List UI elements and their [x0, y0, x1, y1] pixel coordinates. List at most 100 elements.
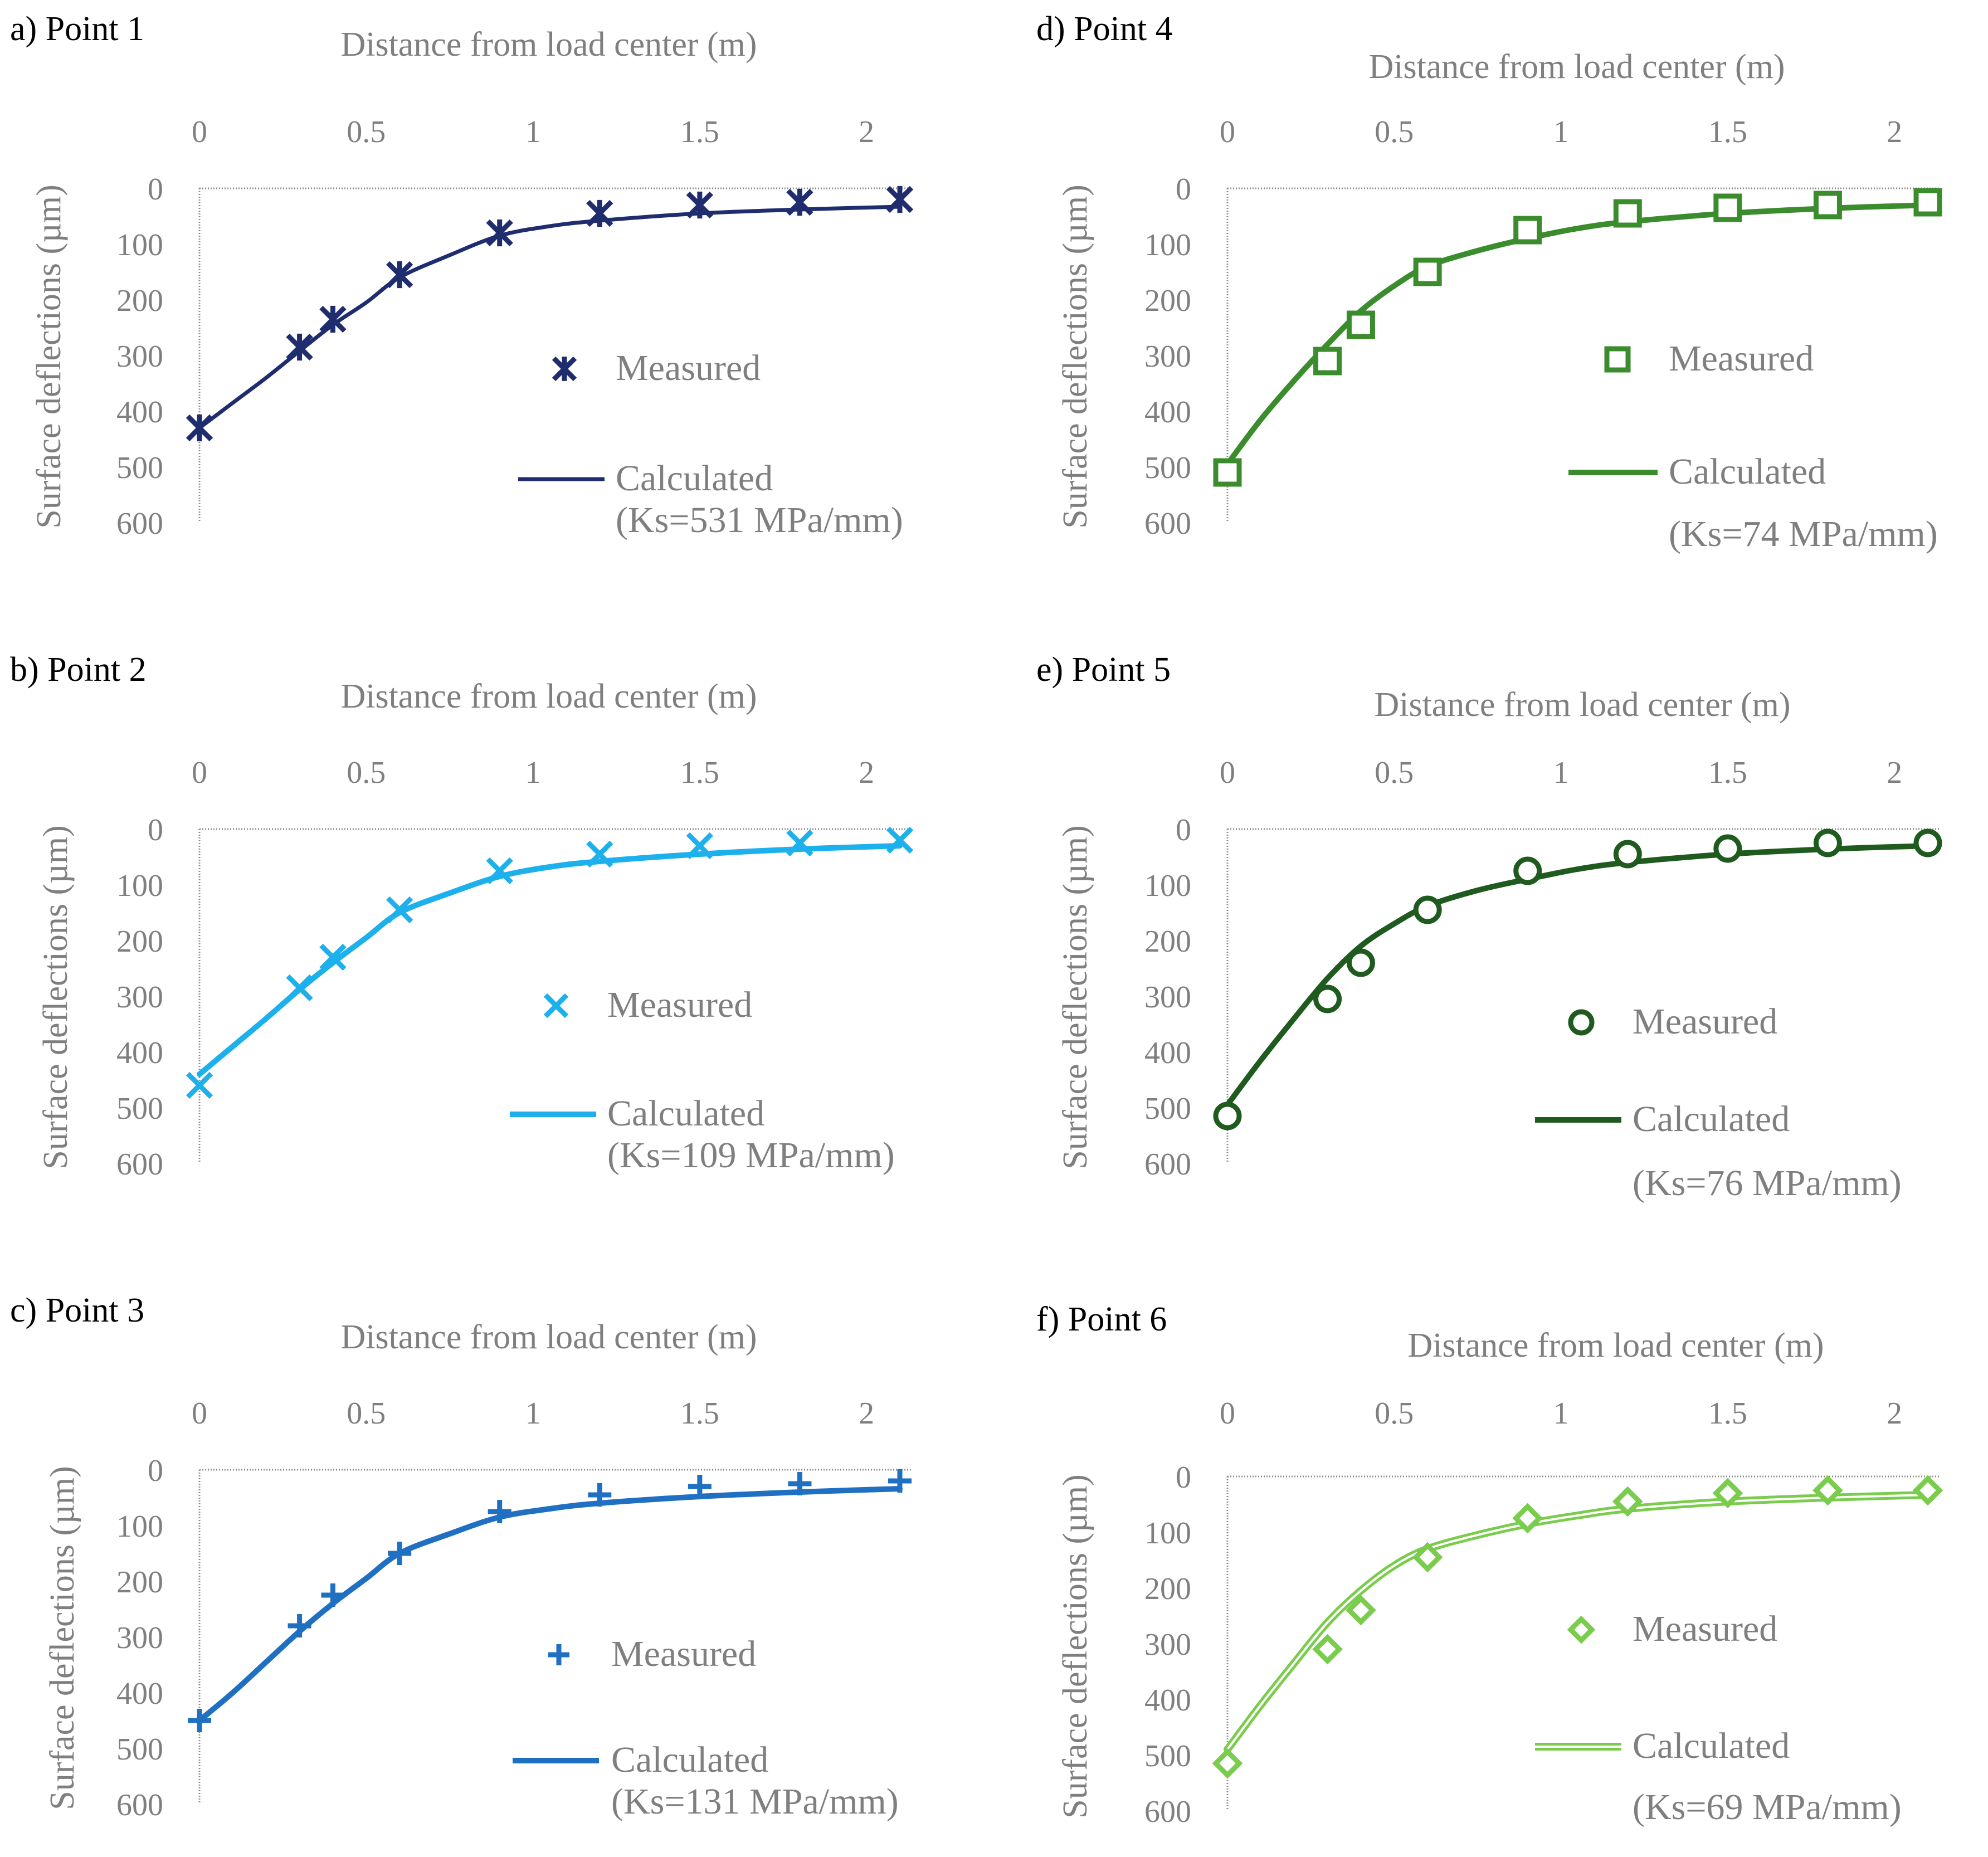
- x-axis-title: Distance from load center (m): [340, 26, 757, 64]
- y-tick-label: 300: [116, 1621, 163, 1655]
- legend-calculated-label: Calculated: [611, 1739, 768, 1780]
- legend-calculated-label: Calculated: [1633, 1726, 1790, 1766]
- panel-label: b) Point 2: [10, 651, 147, 689]
- measured-point: [1513, 216, 1542, 245]
- measured-point: [1712, 1478, 1743, 1509]
- y-tick-label: 0: [1176, 1460, 1191, 1495]
- x-tick-label: 0: [1220, 115, 1235, 149]
- x-tick-label: 1.5: [680, 756, 719, 790]
- measured-point: [786, 829, 813, 857]
- y-tick-label: 400: [1144, 395, 1191, 430]
- measured-point: [1813, 828, 1842, 857]
- x-tick-label: 2: [859, 115, 874, 149]
- measured-point: [386, 261, 413, 289]
- measured-point: [321, 1583, 345, 1607]
- y-tick-label: 0: [1176, 813, 1191, 847]
- measured-point: [1346, 310, 1375, 339]
- legend: Measured Calculated (Ks=76 MPa/mm): [1535, 1001, 1902, 1203]
- measured-point: [1612, 1486, 1643, 1517]
- y-tick-label: 200: [1144, 924, 1191, 959]
- chart-panel-b: b) Point 2 Distance from load center (m) S…: [10, 651, 914, 1182]
- measured-point: [1313, 984, 1342, 1013]
- y-tick-label: 400: [116, 395, 163, 430]
- measured-point: [686, 191, 714, 219]
- legend: Measured Calculated (Ks=74 MPa/mm): [1568, 338, 1938, 554]
- measured-point: [1713, 834, 1742, 863]
- y-tick-label: 500: [116, 451, 163, 485]
- measured-point: [1613, 840, 1642, 869]
- measured-point: [288, 1614, 311, 1637]
- legend-measured-marker: [548, 1644, 569, 1665]
- legend: Measured Calculated(Ks=131 MPa/mm): [513, 1634, 899, 1822]
- x-tick-label: 0.5: [347, 115, 386, 149]
- panel-label: e) Point 5: [1036, 651, 1171, 689]
- legend-measured-marker: [1604, 346, 1631, 373]
- x-axis-title: Distance from load center (m): [1368, 48, 1785, 86]
- chart-panel-d: d) Point 4 Distance from load center (m) S…: [1036, 10, 1942, 554]
- y-tick-label: 200: [116, 284, 163, 318]
- measured-point: [186, 414, 213, 442]
- measured-point: [1213, 1101, 1242, 1130]
- measured-point: [1346, 948, 1375, 977]
- y-tick-label: 100: [116, 228, 163, 262]
- measured-point: [1913, 828, 1942, 857]
- measured-point-stroke: [686, 832, 714, 860]
- measured-point: [1413, 895, 1442, 924]
- y-tick-label: 0: [148, 172, 163, 207]
- chart-panel-c: c) Point 3 Distance from load center (m) S…: [10, 1291, 912, 1822]
- measured-point: [1213, 458, 1242, 487]
- y-tick-label: 600: [116, 1147, 163, 1182]
- measured-point: [586, 199, 613, 227]
- measured-point: [1312, 1634, 1343, 1665]
- measured-point: [1913, 188, 1942, 217]
- y-tick-label: 0: [148, 1454, 163, 1488]
- y-axis-title: Surface deflections (µm): [43, 1466, 81, 1810]
- measured-point-stroke: [586, 840, 613, 868]
- measured-point: [319, 943, 347, 971]
- x-tick-label: 0: [1220, 756, 1235, 790]
- measured-point: [186, 1071, 213, 1099]
- y-tick-label: 600: [1144, 506, 1191, 541]
- legend-calculated-note: (Ks=531 MPa/mm): [616, 500, 903, 540]
- legend-calculated-label: Calculated: [616, 458, 773, 499]
- x-tick-label: 0.5: [1375, 1396, 1414, 1431]
- y-tick-label: 100: [116, 869, 163, 903]
- y-tick-label: 500: [1144, 1091, 1191, 1126]
- calculated-line: [197, 204, 902, 430]
- measured-point: [886, 186, 914, 213]
- y-tick-label: 300: [1144, 339, 1191, 374]
- legend-measured-marker: [552, 356, 577, 382]
- y-tick-label: 500: [1144, 1739, 1191, 1773]
- x-tick-label: 1: [525, 115, 541, 149]
- measured-point: [1812, 1475, 1843, 1506]
- x-tick-label: 1.5: [1708, 115, 1747, 149]
- y-tick-label: 400: [116, 1676, 163, 1711]
- x-tick-label: 1.5: [1708, 756, 1747, 790]
- measured-point-stroke: [186, 1071, 213, 1099]
- calculated-line: [197, 843, 903, 1077]
- x-tick-label: 1: [525, 1396, 541, 1431]
- measured-point: [886, 826, 914, 854]
- y-tick-label: 300: [1144, 1627, 1191, 1662]
- measured-point: [1512, 1503, 1543, 1534]
- legend-measured-label: Measured: [616, 348, 761, 388]
- y-tick-label: 400: [1144, 1036, 1191, 1070]
- x-axis-title: Distance from load center (m): [1407, 1327, 1824, 1364]
- x-tick-label: 2: [1887, 756, 1902, 790]
- measured-point-stroke: [286, 974, 313, 1002]
- chart-panel-f: f) Point 6 Distance from load center (m) S…: [1036, 1300, 1943, 1829]
- measured-point: [1212, 1748, 1243, 1779]
- measured-point: [1412, 1542, 1443, 1573]
- y-tick-label: 0: [1176, 172, 1191, 207]
- measured-point: [319, 305, 347, 333]
- y-axis-title: Surface deflections (µm): [37, 825, 75, 1169]
- measured-point: [788, 1472, 812, 1495]
- chart-panel-e: e) Point 5 Distance from load center (m) S…: [1036, 651, 1942, 1203]
- x-tick-label: 1: [1553, 115, 1569, 149]
- measured-point: [188, 1709, 211, 1732]
- x-tick-label: 0: [192, 756, 207, 790]
- y-tick-label: 200: [116, 924, 163, 959]
- y-tick-label: 100: [1144, 228, 1191, 262]
- legend: Measured Calculated(Ks=109 MPa/mm): [510, 984, 895, 1176]
